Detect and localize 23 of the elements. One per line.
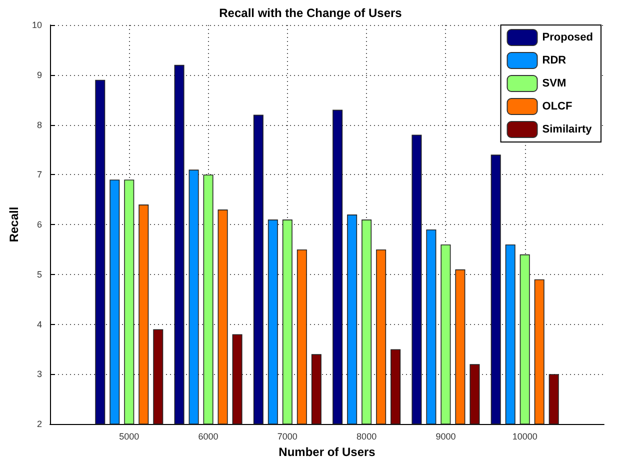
- x-axis-title: Number of Users: [278, 445, 376, 459]
- x-tick-label: 8000: [356, 432, 377, 442]
- y-axis-title: Recall: [7, 206, 21, 242]
- legend-label: SVM: [542, 78, 566, 90]
- chart-title: Recall with the Change of Users: [219, 6, 402, 20]
- y-tick-label: 4: [36, 319, 42, 330]
- x-tick-label: 5000: [119, 432, 140, 442]
- x-tick-label: 6000: [198, 432, 218, 442]
- y-tick-label: 8: [36, 120, 42, 130]
- y-tick-label: 5: [36, 269, 42, 280]
- x-tick-label: 10000: [512, 432, 538, 442]
- legend-label: Similairty: [542, 124, 593, 136]
- legend-label: Proposed: [542, 32, 594, 44]
- x-tick-label: 9000: [436, 432, 456, 442]
- x-tick-label: 7000: [277, 432, 298, 442]
- y-tick-label: 7: [36, 170, 42, 180]
- y-tick-label: 9: [36, 70, 42, 80]
- y-tick-label: 3: [36, 369, 42, 380]
- y-tick-label: 2: [36, 419, 42, 429]
- y-tick-label: 10: [32, 20, 42, 30]
- legend-label: RDR: [542, 54, 566, 66]
- legend-label: OLCF: [542, 100, 572, 112]
- y-tick-label: 6: [36, 220, 42, 230]
